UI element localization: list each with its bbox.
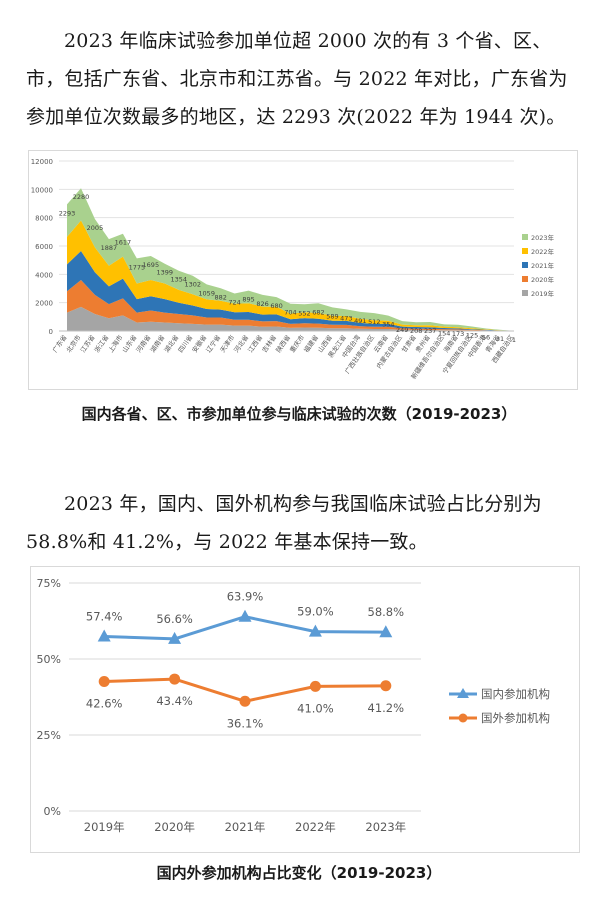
area-chart-svg: 0 2000 4000 6000 8000 10000 12000 2293 2280 2005 1… xyxy=(31,158,555,381)
legend-label: 2023年 xyxy=(531,233,555,242)
data-point xyxy=(169,673,181,685)
legend-swatch xyxy=(522,276,528,282)
data-label: 882 xyxy=(214,293,226,301)
area-series-2019年 xyxy=(67,306,514,331)
line-chart-svg: 0% 25% 50% 75% 2019年 2020年 2021年 2022年 2023年 57.4… xyxy=(37,577,550,834)
data-label: 1 xyxy=(512,336,516,344)
data-label: 680 xyxy=(270,302,282,310)
line-chart: 0% 25% 50% 75% 2019年 2020年 2021年 2022年 2023年 57.4… xyxy=(30,566,580,853)
data-label: 237 xyxy=(424,327,436,335)
data-point xyxy=(380,680,392,692)
legend-marker xyxy=(457,688,469,698)
legend-swatch xyxy=(522,290,528,296)
data-label: 724 xyxy=(228,299,240,307)
x-tick-label: 2023年 xyxy=(365,820,406,834)
legend-swatch xyxy=(522,234,528,240)
share-paragraph: 2023 年，国内、国外机构参与我国临床试验占比分别为 58.8%和 41.2%… xyxy=(26,493,542,553)
legend-marker xyxy=(458,713,468,723)
x-tick-label: 2021年 xyxy=(225,820,266,834)
data-label: 41.2% xyxy=(368,701,405,715)
data-label: 1617 xyxy=(115,239,132,247)
data-label: 895 xyxy=(242,296,254,304)
y-tick-label: 2000 xyxy=(35,300,53,308)
legend-label: 2021年 xyxy=(531,261,555,270)
data-point xyxy=(168,631,182,644)
legend-swatch xyxy=(522,248,528,254)
data-label: 2280 xyxy=(73,193,90,201)
data-label: 56.6% xyxy=(156,612,193,626)
data-label: 42.6% xyxy=(86,696,123,710)
data-point xyxy=(239,695,251,707)
data-label: 552 xyxy=(298,309,310,317)
data-point xyxy=(238,609,252,622)
data-label: 1887 xyxy=(101,244,118,252)
data-label: 57.4% xyxy=(86,610,123,624)
data-label: 173 xyxy=(452,330,464,338)
data-label: 1399 xyxy=(157,269,174,277)
y-tick-label: 0 xyxy=(49,328,53,336)
data-label: 31 xyxy=(496,335,504,343)
data-label: 589 xyxy=(326,312,338,320)
data-label: 208 xyxy=(410,327,422,335)
data-label: 2005 xyxy=(87,224,104,232)
data-label: 1354 xyxy=(170,276,187,284)
y-tick-label: 10000 xyxy=(31,186,53,194)
line-chart-caption: 国内外参加机构占比变化（2019-2023） xyxy=(156,864,442,882)
data-label: 59.0% xyxy=(297,605,334,619)
y-tick-label: 12000 xyxy=(31,158,53,166)
data-label: 249 xyxy=(396,326,408,334)
legend-label: 国内参加机构 xyxy=(481,687,550,701)
y-tick-label: 6000 xyxy=(35,243,53,251)
data-label: 56 xyxy=(482,334,490,342)
legend-label: 国外参加机构 xyxy=(481,711,550,725)
data-label: 1775 xyxy=(129,263,146,271)
data-label: 125 xyxy=(466,332,478,340)
area-series-2023年 xyxy=(67,188,514,331)
data-point xyxy=(308,624,322,637)
data-label: 354 xyxy=(382,321,394,329)
data-point xyxy=(309,680,321,692)
y-tick-label: 50% xyxy=(37,653,61,666)
y-tick-label: 8000 xyxy=(35,215,53,223)
x-tick-label: 2020年 xyxy=(154,820,195,834)
legend-label: 2022年 xyxy=(531,247,555,256)
intro-paragraph: 2023 年临床试验参加单位超 2000 次的有 3 个省、区、市，包括广东省、… xyxy=(26,30,568,128)
data-label: 704 xyxy=(284,309,296,317)
data-label: 63.9% xyxy=(227,590,264,604)
data-label: 1695 xyxy=(143,261,160,269)
y-tick-label: 25% xyxy=(37,729,61,742)
legend-label: 2019年 xyxy=(531,289,555,298)
data-label: 491 xyxy=(354,317,366,325)
data-label: 1059 xyxy=(198,289,215,297)
area-chart-caption: 国内各省、区、市参加单位参与临床试验的次数（2019-2023） xyxy=(81,405,517,423)
data-label: 512 xyxy=(368,318,380,326)
data-point xyxy=(98,675,110,687)
area-chart: 0 2000 4000 6000 8000 10000 12000 2293 2280 2005 1… xyxy=(28,150,578,390)
data-label: 2293 xyxy=(59,209,76,217)
data-label: 36.1% xyxy=(227,716,264,730)
x-tick-label: 2019年 xyxy=(84,820,125,834)
y-tick-label: 0% xyxy=(44,805,61,818)
area-series-2020年 xyxy=(67,280,514,331)
data-label: 826 xyxy=(256,300,268,308)
x-tick-label: 2022年 xyxy=(295,820,336,834)
data-label: 58.8% xyxy=(368,605,405,619)
legend-label: 2020年 xyxy=(531,275,555,284)
data-label: 473 xyxy=(340,314,352,322)
area-series-2021年 xyxy=(67,251,514,331)
data-label: 682 xyxy=(312,308,324,316)
data-point xyxy=(379,625,393,638)
data-label: 154 xyxy=(438,329,450,337)
data-label: 43.4% xyxy=(156,694,193,708)
data-label: 1302 xyxy=(184,281,201,289)
y-tick-label: 75% xyxy=(37,577,61,590)
data-point xyxy=(97,629,111,642)
y-tick-label: 4000 xyxy=(35,271,53,279)
data-label: 41.0% xyxy=(297,701,334,715)
legend-swatch xyxy=(522,262,528,268)
